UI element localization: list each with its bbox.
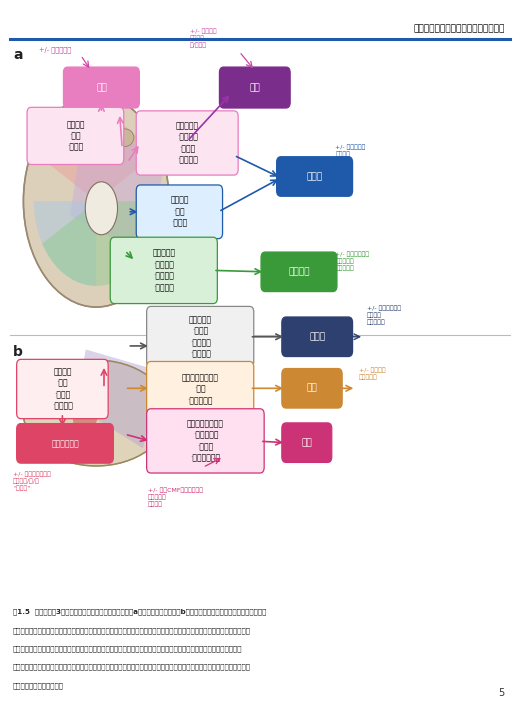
Text: 将所有的这些要素进行不同的组合来设计颏底手术。注意，尽管手术是从外向内进行的，但设计手术的决策应当是从内向外、这: 将所有的这些要素进行不同的组合来设计颏底手术。注意，尽管手术是从外向内进行的，但… — [13, 664, 251, 670]
Text: 经路通道
·经鼻
·经口腔
·经上颏穦: 经路通道 ·经鼻 ·经口腔 ·经上颏穦 — [52, 367, 73, 411]
Text: 颅颜: 颅颜 — [96, 83, 107, 92]
Wedge shape — [34, 201, 96, 286]
Text: 内镜经鼻入路: 内镜经鼻入路 — [51, 439, 79, 448]
Text: 后外侧通道
·乙状穦前
·经乙状穦
·乙状穦后: 后外侧通道 ·乙状穦前 ·经乙状穦 ·乙状穦后 — [152, 249, 175, 292]
Text: 简介：现代颏底手术和永恒的策略哲学: 简介：现代颏底手术和永恒的策略哲学 — [413, 24, 504, 33]
Text: 中颏窩: 中颏窩 — [306, 172, 323, 181]
FancyBboxPatch shape — [110, 237, 217, 304]
FancyBboxPatch shape — [282, 317, 353, 357]
Text: 枝下: 枝下 — [302, 438, 312, 447]
FancyBboxPatch shape — [63, 67, 139, 108]
Text: 枝叶: 枝叶 — [307, 384, 317, 393]
Ellipse shape — [64, 128, 82, 147]
Text: 一个要素是标准的开颏术用以达到这些通道。再进一步，第三个和最后一个要素是改良的开颏术形成或者改造这些通道，应: 一个要素是标准的开颏术用以达到这些通道。再进一步，第三个和最后一个要素是改良的开… — [13, 645, 242, 652]
FancyBboxPatch shape — [147, 306, 254, 367]
FancyBboxPatch shape — [261, 252, 337, 292]
Text: 前方通道
·额下
·半球间: 前方通道 ·额下 ·半球间 — [66, 120, 85, 152]
FancyBboxPatch shape — [17, 424, 113, 463]
FancyBboxPatch shape — [147, 361, 254, 417]
Text: +/- 分离CMF或枕肌三叶瓣
枕髁切除术
天幕切开: +/- 分离CMF或枕肌三叶瓣 枕髁切除术 天幕切开 — [148, 487, 203, 507]
Text: 颏底斌: 颏底斌 — [309, 333, 326, 341]
Text: +/- 前弓切除
床突切除
眶/弓强化: +/- 前弓切除 床突切除 眶/弓强化 — [190, 28, 216, 48]
Polygon shape — [75, 349, 159, 448]
Ellipse shape — [85, 182, 118, 235]
Wedge shape — [42, 201, 159, 286]
Text: a: a — [13, 48, 22, 62]
Text: 后方通道（幕上）
·枝叶
·枝顶半球间: 后方通道（幕上） ·枝叶 ·枝顶半球间 — [181, 373, 219, 405]
Ellipse shape — [23, 360, 169, 466]
Text: +/- 后方颅底切除术
移除颧弧/斜/斜
"远外例": +/- 后方颅底切除术 移除颧弧/斜/斜 "远外例" — [13, 472, 51, 491]
Text: 前外侧通道
·外侧额下
·经前翅
·经海绵穦: 前外侧通道 ·外侧额下 ·经前翅 ·经海绵穦 — [176, 121, 199, 164]
FancyBboxPatch shape — [282, 423, 332, 462]
Text: 图1.5  颏底入路和3个关键入路因素要素。轴位相关因素（a）和冠状位相关因素（b）。从感兴趣区移至，第一个格子包含到达: 图1.5 颏底入路和3个关键入路因素要素。轴位相关因素（a）和冠状位相关因素（b… — [13, 609, 266, 615]
FancyBboxPatch shape — [277, 157, 353, 196]
Text: +/- 蛛网膜囊分离
穹隆移位
大脑镰切开: +/- 蛛网膜囊分离 穹隆移位 大脑镰切开 — [367, 305, 401, 325]
Text: 外侧通道
·颏下
·经颏叶: 外侧通道 ·颏下 ·经颏叶 — [170, 196, 189, 228]
Wedge shape — [42, 116, 150, 201]
Text: 乙状穦后: 乙状穦后 — [288, 268, 310, 276]
Text: +/- 前岩骨切除
天幕切开: +/- 前岩骨切除 天幕切开 — [335, 145, 366, 157]
FancyBboxPatch shape — [136, 185, 223, 239]
Ellipse shape — [115, 128, 134, 147]
Text: 此区域常用的手术通道和入路。大部分通道是自然的解剖间隙平面，术者能利用这些自然间隙减小创伤，从第一个格子移开，下: 此区域常用的手术通道和入路。大部分通道是自然的解剖间隙平面，术者能利用这些自然间… — [13, 627, 251, 633]
Text: b: b — [13, 345, 23, 359]
Wedge shape — [70, 399, 101, 441]
FancyBboxPatch shape — [219, 67, 290, 108]
Text: 后方通道（幕下）
·幕下小脑上
·经延部
·经延颏底下方: 后方通道（幕下） ·幕下小脑上 ·经延部 ·经延颏底下方 — [187, 419, 224, 462]
Text: 觉点: 觉点 — [250, 83, 260, 92]
Text: +/- 天幕切开
大脑镰切开: +/- 天幕切开 大脑镰切开 — [359, 367, 385, 380]
Text: 经颏穹通道
·经皮层
·经脑腔体
·经肼胝体: 经颏穹通道 ·经皮层 ·经脑腔体 ·经肼胝体 — [189, 315, 212, 359]
Text: 些箭头起自目标，指向外方: 些箭头起自目标，指向外方 — [13, 682, 64, 688]
Text: 5: 5 — [498, 688, 504, 698]
Ellipse shape — [23, 95, 169, 307]
FancyBboxPatch shape — [136, 111, 238, 175]
Text: +/- 后岩骨切除术
迷路切除术
枕髁切除术: +/- 后岩骨切除术 迷路切除术 枕髁切除术 — [335, 251, 370, 271]
Polygon shape — [70, 109, 164, 258]
FancyBboxPatch shape — [282, 369, 342, 408]
FancyBboxPatch shape — [17, 359, 108, 419]
Text: +/- 眶骨切除术: +/- 眶骨切除术 — [39, 47, 71, 53]
FancyBboxPatch shape — [27, 107, 124, 164]
FancyBboxPatch shape — [147, 409, 264, 473]
